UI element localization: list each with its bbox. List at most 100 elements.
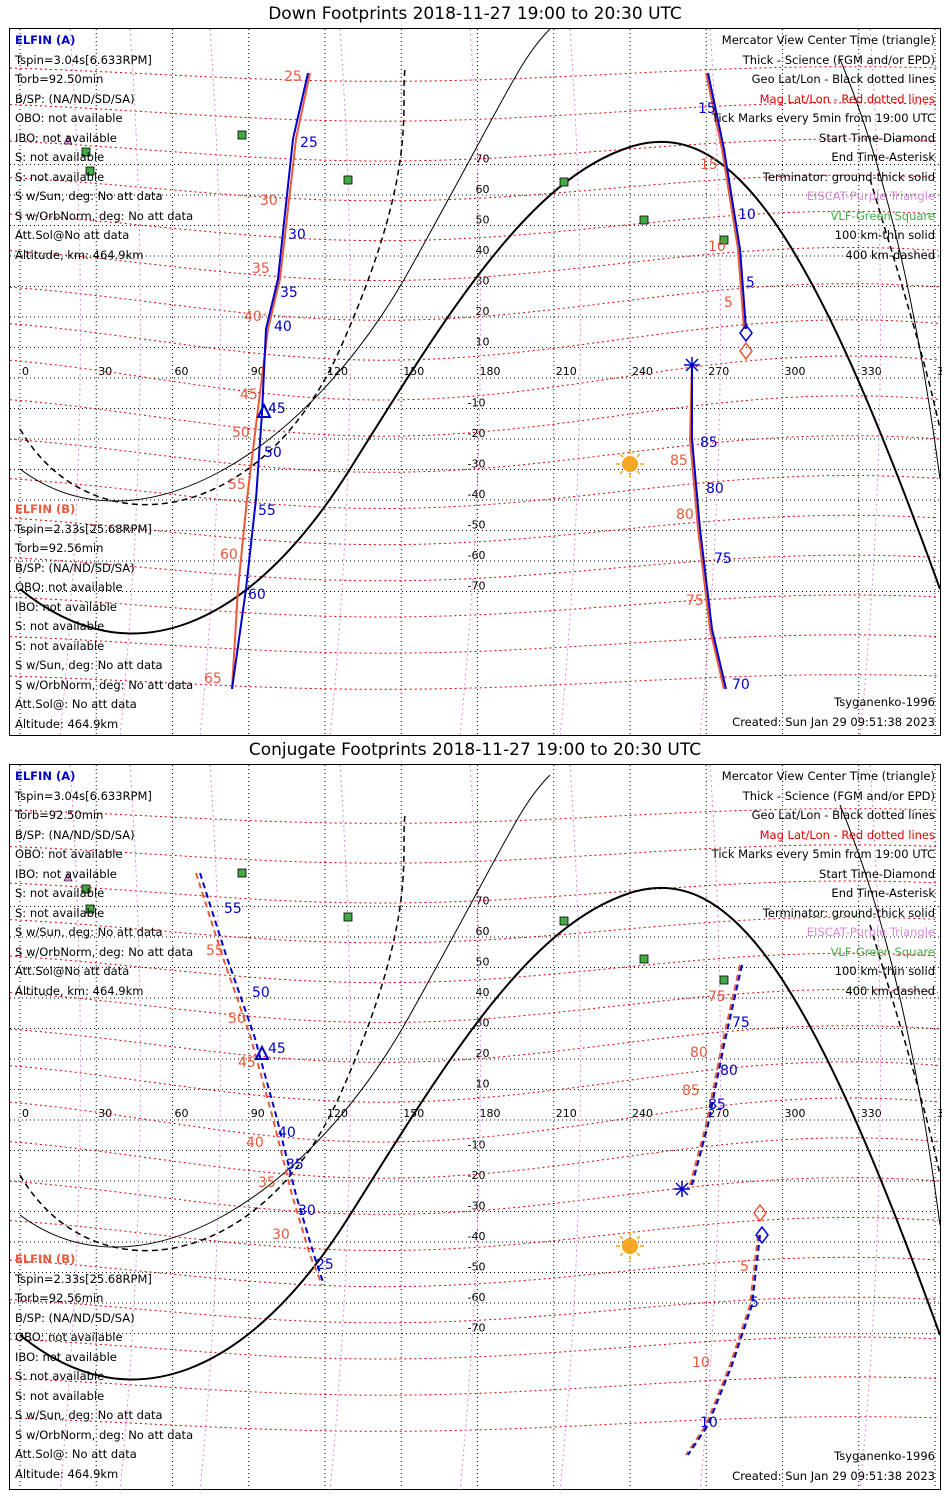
elfin-a-tick-label: 85 (700, 435, 718, 451)
terminator-lines (19, 29, 941, 635)
elfin-a-tick-label: 5 (746, 275, 755, 291)
lat-tick-label: 10 (476, 1078, 490, 1091)
elfin-a-info-2: ELFIN (A) Tspin=3.04s[6.633RPM] Torb=92.… (15, 769, 194, 998)
lat-tick-label: -30 (468, 458, 486, 471)
elfin-a-tick-label: 70 (732, 677, 750, 693)
elfin-a-tick-label: 35 (280, 285, 298, 301)
mag-lat-line (10, 514, 939, 546)
elfin-a-track-west (231, 72, 309, 690)
lon-tick-label: 0 (22, 365, 29, 378)
elfin-a-tick-label: 25 (300, 135, 318, 151)
elfin-a-tick-label: 55 (258, 503, 276, 519)
start-diamond-icon (753, 1203, 767, 1223)
conjugate-footprints-map: 0306090120150180210240270300330360706050… (10, 765, 942, 1491)
elfin-tracks: 55 50 45 40 35 30 25 75 80 85 5 10 55 50 45 40 35 30 75 80 8… (195, 872, 769, 1456)
lon-tick-label: 90 (251, 1107, 265, 1120)
end-asterisk-icon (684, 357, 700, 373)
elfin-b-tick-label: 45 (238, 1055, 256, 1071)
lat-tick-label: -60 (468, 1291, 486, 1304)
mag-lat-line (10, 554, 939, 582)
end-asterisk-icon (674, 1181, 690, 1197)
elfin-b-tick-label: 65 (204, 671, 222, 687)
lon-tick-label: 330 (861, 1107, 882, 1120)
down-footprints-panel: 0306090120150180210240270300330360706050… (9, 28, 942, 737)
terminator-400km (19, 68, 406, 506)
model-name-1: Tsyganenko-1996 (834, 695, 935, 709)
elfin-a-tick-label: 35 (286, 1157, 304, 1173)
terminator-lines (19, 774, 941, 1381)
mag-lat-line (10, 1256, 939, 1288)
down-footprints-map: 0306090120150180210240270300330360706050… (10, 29, 942, 737)
lat-tick-label: -50 (468, 1261, 486, 1274)
terminator-100km (19, 29, 551, 502)
lon-tick-label: 240 (632, 365, 653, 378)
lat-tick-label: -10 (468, 1139, 486, 1152)
elfin-a-tick-label: 60 (248, 587, 266, 603)
elfin-a-tick-label: 40 (278, 1125, 296, 1141)
mag-lat-line (10, 283, 939, 321)
elfin-a-tick-label: 50 (264, 445, 282, 461)
elfin-a-info-1: ELFIN (A) Tspin=3.04s[6.633RPM] Torb=92.… (15, 33, 194, 262)
elfin-a-tick-label: 10 (738, 207, 756, 223)
elfin-tracks: 25 30 35 40 45 50 55 60 15 10 5 85 80 75 70 25 30 35 40 45 5… (204, 69, 756, 693)
lat-tick-label: 50 (476, 956, 490, 969)
lon-tick-label: 120 (327, 1107, 348, 1120)
elfin-a-tick-label: 85 (708, 1097, 726, 1113)
elfin-b-tick-label: 35 (252, 261, 270, 277)
elfin-a-tick-label: 55 (224, 901, 242, 917)
mag-lon-line (699, 29, 721, 737)
lon-tick-label: 60 (175, 1107, 189, 1120)
sun-ray (636, 453, 641, 458)
mag-lat-line (10, 1025, 939, 1063)
sun-icon (622, 1238, 638, 1254)
elfin-b-track-east (705, 72, 745, 330)
mag-lon-line (199, 29, 221, 737)
elfin-b-tick-label: 50 (232, 425, 250, 441)
elfin-b-track-west (195, 872, 323, 1286)
mag-lon-line (199, 765, 221, 1491)
elfin-b-track-west (231, 72, 311, 690)
start-diamond-icon (739, 323, 753, 343)
mag-lat-line (10, 247, 939, 281)
elfin-b-tick-label: 50 (228, 1011, 246, 1027)
terminator-400km (869, 924, 941, 1176)
vlf-station-icon (85, 166, 95, 176)
lat-tick-label: 40 (476, 244, 490, 257)
elfin-a-tick-label: 40 (274, 319, 292, 335)
mag-grid (10, 29, 939, 737)
mag-lat-line (10, 475, 939, 509)
sun-ray (619, 470, 624, 475)
terminator-100km (19, 774, 551, 1248)
elfin-a-track-east (707, 72, 747, 330)
elfin-a-tick-label: 80 (706, 481, 724, 497)
panel2-title: Conjugate Footprints 2018-11-27 19:00 to… (248, 740, 702, 760)
lat-tick-label: 70 (476, 895, 490, 908)
eiscat-triangle-icon (63, 135, 73, 145)
elfin-b-tick-label: 10 (692, 1355, 710, 1371)
elfin-a-tick-label: 15 (698, 101, 716, 117)
elfin-b-info-2: ELFIN (B) Tspin=2.33s[25.68RPM] Torb=92.… (15, 1252, 194, 1481)
lat-tick-label: 60 (476, 183, 490, 196)
elfin-b-tick-label: 75 (686, 593, 704, 609)
lon-tick-label: 120 (327, 365, 348, 378)
lon-tick-label: 180 (480, 1107, 501, 1120)
elfin-b-tick-label: 10 (708, 239, 726, 255)
elfin-b-tick-label: 40 (244, 309, 262, 325)
elfin-b-tick-label: 5 (740, 1259, 749, 1275)
mag-lat-line (10, 1061, 939, 1103)
vlf-station-icon (343, 175, 353, 185)
vlf-stations (63, 868, 729, 985)
elfin-a-tick-label: 30 (298, 1203, 316, 1219)
lat-tick-label: -30 (468, 1200, 486, 1213)
elfin-b-tick-label: 30 (272, 1227, 290, 1243)
mag-lat-line (10, 210, 939, 242)
lat-tick-label: 10 (476, 336, 490, 349)
elfin-b-tick-label: 25 (284, 69, 302, 85)
mag-lat-line (10, 435, 939, 473)
lat-tick-label: 20 (476, 1047, 490, 1060)
elfin-a-tick-label: 45 (268, 401, 286, 417)
elfin-b-tick-label: 35 (258, 1175, 276, 1191)
mag-lat-line (10, 174, 939, 202)
mag-lat-line (10, 1097, 939, 1143)
lon-tick-label: 360 (937, 365, 942, 378)
